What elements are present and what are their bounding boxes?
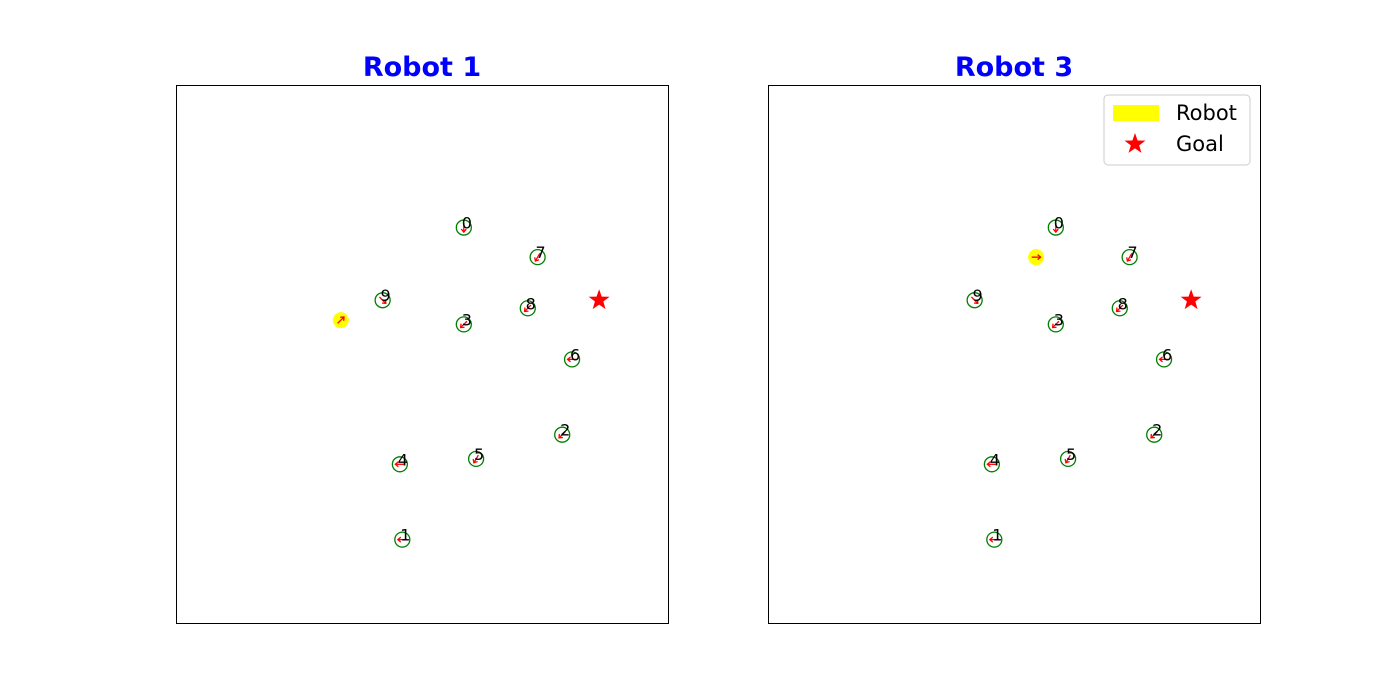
agent-7: 7	[529, 243, 546, 266]
chart-robot-3: Robot 3 0 1 2 3 4 5 6 7 8 9 Robot Goal	[768, 52, 1261, 624]
agent-2: 2	[1146, 421, 1163, 443]
agent-label: 5	[1066, 445, 1076, 464]
agent-label: 4	[398, 450, 408, 469]
legend: Robot Goal	[1103, 94, 1251, 166]
agent-ring	[467, 450, 485, 468]
agent-9: 9	[966, 286, 983, 309]
agent-label: 0	[1054, 214, 1064, 233]
agent-ring	[1155, 351, 1173, 368]
agent-1: 1	[394, 526, 411, 548]
agent-label: 6	[570, 345, 580, 364]
agent-label: 1	[400, 526, 410, 545]
agent-label: 2	[560, 421, 570, 440]
agent-ring	[394, 531, 411, 548]
agent-heading-arrow	[1126, 252, 1133, 262]
agent-ring	[986, 531, 1003, 548]
agent-1: 1	[986, 526, 1003, 548]
agent-4: 4	[391, 450, 409, 473]
agent-heading-arrow	[1051, 320, 1060, 329]
agent-ring	[529, 249, 546, 266]
agent-label: 2	[1152, 421, 1162, 440]
agent-heading-arrow	[1115, 304, 1124, 313]
agent-8: 8	[519, 294, 536, 317]
agent-3: 3	[455, 310, 472, 333]
chart-title: Robot 1	[363, 52, 481, 83]
agent-label: 3	[462, 310, 472, 329]
agent-ring	[554, 426, 571, 443]
agent-6: 6	[1155, 345, 1173, 368]
agent-heading-arrow	[1052, 223, 1059, 234]
agent-5: 5	[467, 445, 485, 468]
agent-heading-arrow	[558, 431, 566, 439]
chart-robot-1: Robot 1 0 1 2 3 4 5 6 7 8 9	[176, 52, 669, 624]
agent-6: 6	[563, 345, 581, 368]
agent-heading-arrow	[396, 536, 407, 543]
chart-panel-robot-1: Robot 1 0 1 2 3 4 5 6 7 8 9	[176, 52, 669, 624]
agent-ring	[455, 219, 472, 236]
legend-goal-swatch	[1124, 133, 1146, 153]
goal-star	[1180, 289, 1202, 310]
agent-heading-arrow	[394, 461, 405, 468]
agent-heading-arrow	[988, 536, 999, 543]
agent-0: 0	[455, 214, 472, 236]
robot-marker	[332, 312, 349, 329]
agent-heading-arrow	[523, 304, 532, 313]
agent-heading-arrow	[1064, 454, 1071, 464]
legend-label-robot: Robot	[1176, 101, 1237, 125]
agent-ring	[391, 456, 409, 473]
agent-heading-arrow	[1150, 431, 1158, 439]
agent-ring	[1121, 249, 1138, 266]
agent-label: 1	[992, 526, 1002, 545]
agent-ring	[563, 351, 581, 368]
agent-heading-arrow	[1158, 356, 1169, 363]
agent-label: 3	[1054, 310, 1064, 329]
agent-ring	[519, 300, 536, 317]
agent-ring	[1059, 450, 1077, 468]
agent-0: 0	[1047, 214, 1064, 236]
agent-heading-arrow	[459, 320, 468, 329]
agent-ring	[1146, 426, 1163, 443]
agent-ring	[455, 316, 472, 333]
agent-5: 5	[1059, 445, 1077, 468]
goal-star	[588, 289, 610, 310]
agent-label: 8	[526, 294, 536, 313]
agent-3: 3	[1047, 310, 1064, 333]
agent-7: 7	[1121, 243, 1138, 266]
agent-label: 9	[381, 286, 391, 305]
axes-frame	[768, 85, 1261, 624]
legend-robot-swatch	[1113, 105, 1159, 121]
agent-heading-arrow	[566, 356, 577, 363]
agent-label: 4	[990, 450, 1000, 469]
axes-frame	[176, 85, 669, 624]
agent-label: 7	[536, 243, 546, 262]
agent-label: 8	[1118, 294, 1128, 313]
agent-ring	[1111, 300, 1128, 317]
agent-heading-arrow	[534, 252, 541, 262]
chart-panel-robot-3: Robot 3 0 1 2 3 4 5 6 7 8 9 Robot Goal	[592, 0, 1292, 700]
agent-8: 8	[1111, 294, 1128, 317]
agent-ring	[983, 456, 1001, 473]
agent-9: 9	[374, 286, 391, 309]
legend-label-goal: Goal	[1176, 132, 1224, 156]
agent-label: 0	[462, 214, 472, 233]
agent-heading-arrow	[460, 223, 467, 234]
chart-title: Robot 3	[955, 52, 1073, 83]
agent-heading-arrow	[472, 454, 479, 464]
robot-marker	[1028, 249, 1045, 266]
agent-2: 2	[554, 421, 571, 443]
agent-label: 6	[1162, 345, 1172, 364]
agent-label: 5	[474, 445, 484, 464]
agent-heading-arrow	[378, 296, 387, 305]
agent-4: 4	[983, 450, 1001, 473]
robot-heading-arrow	[337, 316, 345, 324]
agent-ring	[374, 292, 391, 309]
agent-ring	[1047, 316, 1064, 333]
agent-heading-arrow	[986, 461, 997, 468]
agent-heading-arrow	[970, 296, 979, 305]
robot-heading-arrow	[1031, 254, 1042, 261]
agent-label: 7	[1128, 243, 1138, 262]
agent-ring	[966, 292, 983, 309]
agent-ring	[1047, 219, 1064, 236]
agent-label: 9	[973, 286, 983, 305]
